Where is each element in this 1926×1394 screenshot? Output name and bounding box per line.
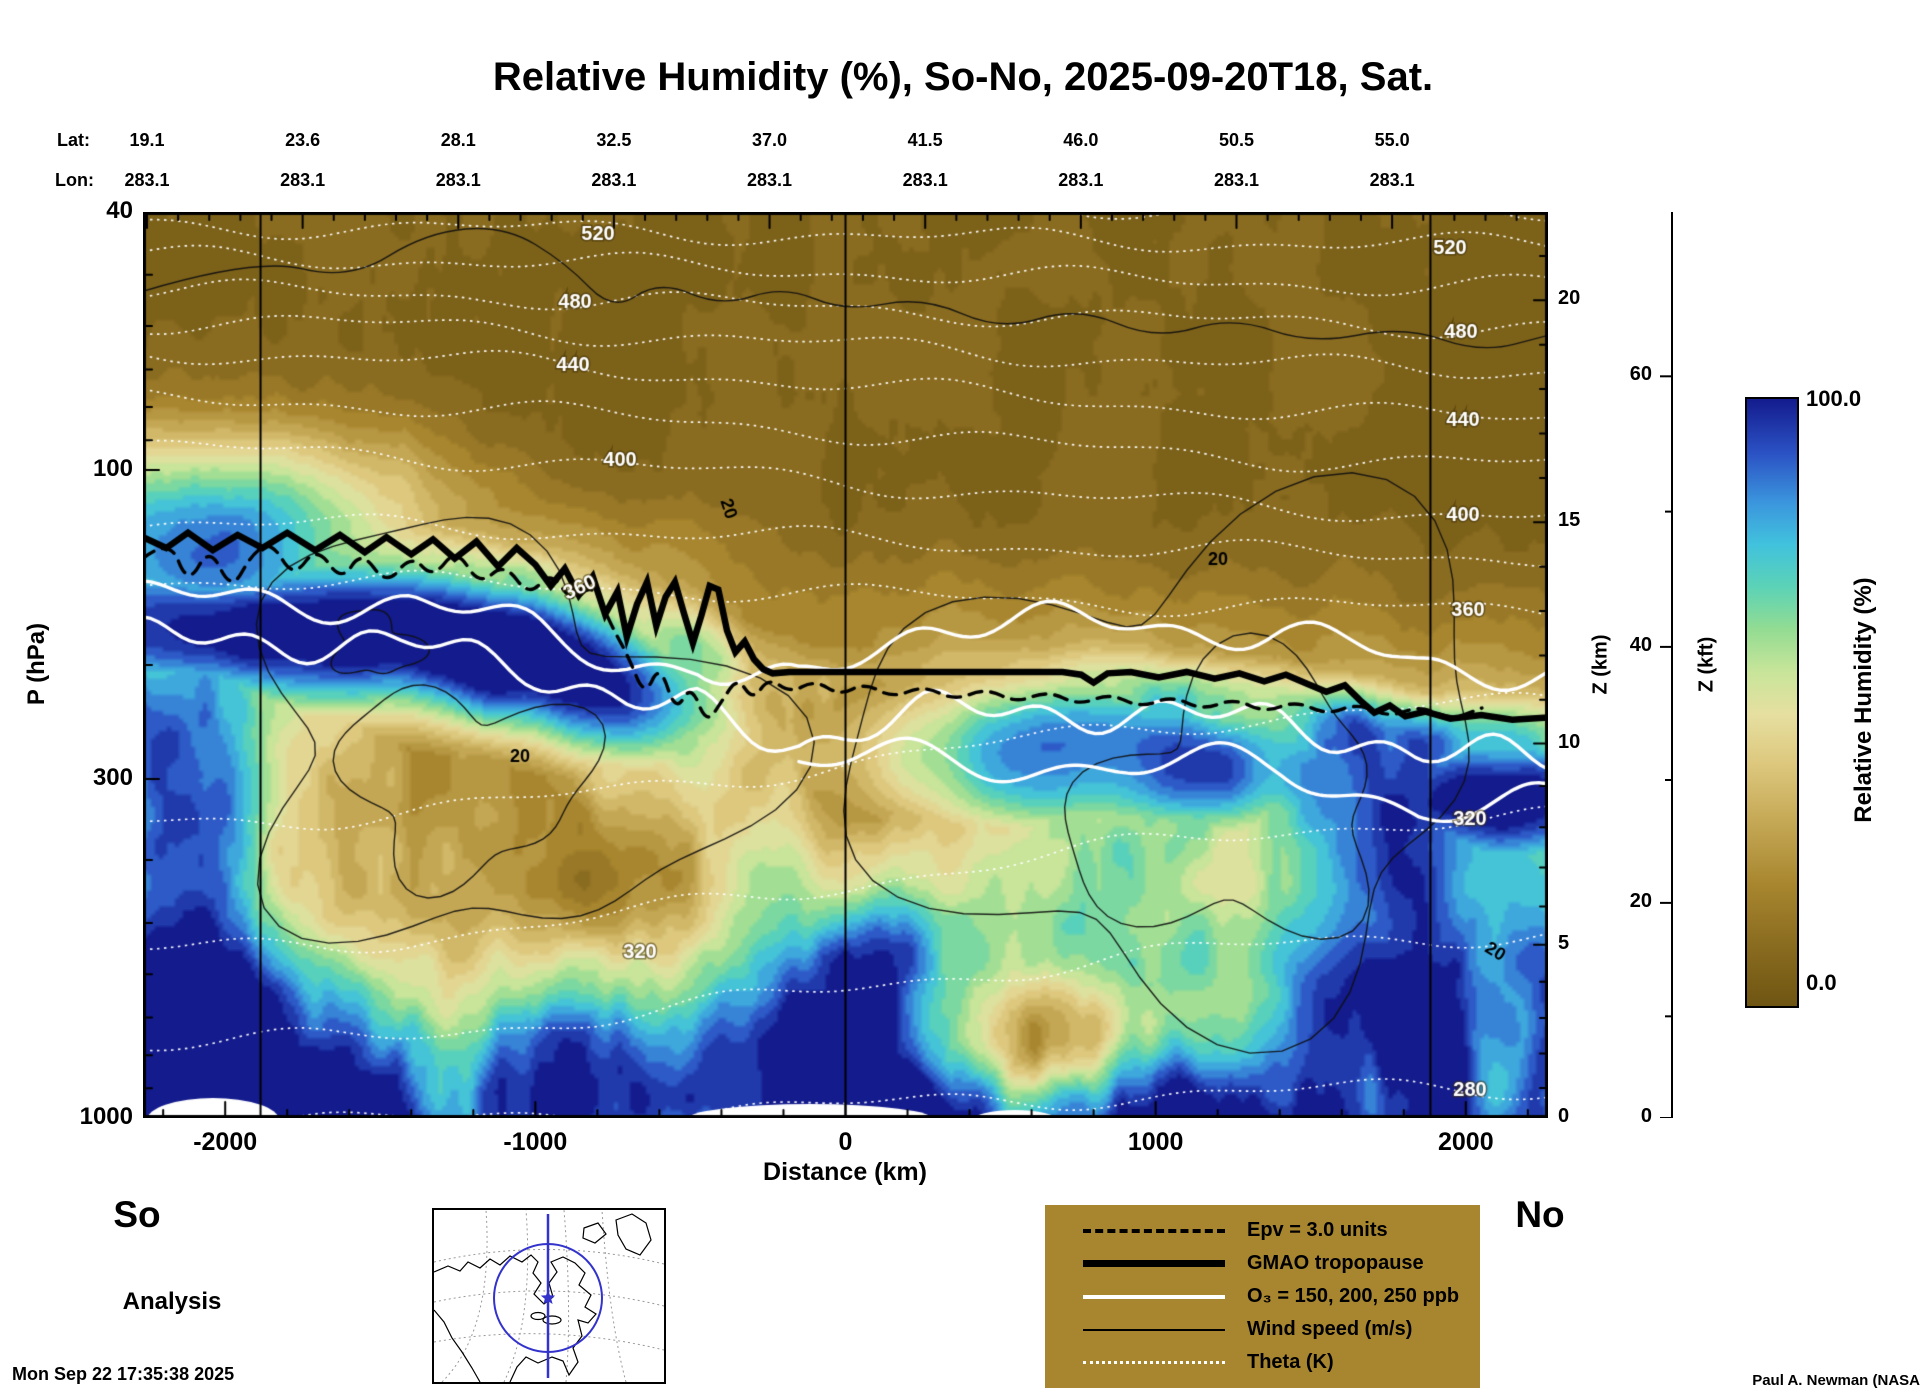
distance-tick-label: -1000 xyxy=(503,1128,568,1156)
legend-swatch-solid-white xyxy=(1083,1294,1225,1299)
zkft-axis xyxy=(1660,212,1673,1118)
inset-map xyxy=(432,1208,666,1384)
legend-item: Epv = 3.0 units xyxy=(1045,1214,1480,1247)
timestamp: Mon Sep 22 17:35:38 2025 xyxy=(12,1364,235,1384)
colorbar-title: Relative Humidity (%) xyxy=(1850,577,1877,823)
legend-item: GMAO tropopause xyxy=(1045,1247,1480,1280)
legend-swatch-thin-black xyxy=(1083,1328,1225,1331)
zkm-axis-title: Z (km) xyxy=(1589,634,1612,695)
zkm-tick-label: 10 xyxy=(1558,730,1581,753)
lat-value: 32.5 xyxy=(596,130,632,150)
endpoint-south-label: So xyxy=(113,1194,161,1235)
legend-swatch-thick-black xyxy=(1083,1260,1225,1267)
legend-item: O₃ = 150, 200, 250 ppb xyxy=(1045,1280,1480,1313)
endpoint-north-label: No xyxy=(1515,1194,1565,1235)
zkft-tick-label: 20 xyxy=(1629,889,1652,912)
map-center-star xyxy=(540,1290,556,1304)
lat-axis-prefix: Lat: xyxy=(57,130,90,150)
legend-item: Wind speed (m/s) xyxy=(1045,1313,1480,1346)
distance-axis-title: Distance (km) xyxy=(763,1158,927,1186)
lon-value: 283.1 xyxy=(1213,170,1259,190)
lat-value: 41.5 xyxy=(907,130,943,150)
map-coastline xyxy=(434,1213,652,1382)
page-title: Relative Humidity (%), So-No, 2025-09-20… xyxy=(492,55,1434,99)
lon-value: 283.1 xyxy=(124,170,170,190)
lon-axis-prefix: Lon: xyxy=(55,170,94,190)
distance-tick-label: 0 xyxy=(838,1128,853,1156)
legend: Epv = 3.0 units GMAO tropopause O₃ = 150, … xyxy=(1045,1205,1480,1388)
legend-label: Theta (K) xyxy=(1247,1351,1334,1373)
pressure-tick-label: 100 xyxy=(92,454,133,482)
lat-value: 55.0 xyxy=(1374,130,1410,150)
lat-value: 23.6 xyxy=(285,130,321,150)
zkft-axis-title: Z (kft) xyxy=(1695,636,1718,693)
pressure-tick-label: 40 xyxy=(106,197,133,224)
lat-value: 37.0 xyxy=(752,130,788,150)
colorbar-min-label: 0.0 xyxy=(1806,970,1837,995)
analysis-label: Analysis xyxy=(122,1288,222,1315)
distance-tick-label: 2000 xyxy=(1437,1128,1494,1156)
pressure-axis-title: P (hPa) xyxy=(23,622,50,706)
zkm-tick-label: 5 xyxy=(1558,931,1570,954)
lon-value: 283.1 xyxy=(902,170,948,190)
lat-value: 50.5 xyxy=(1218,130,1254,150)
legend-label: Wind speed (m/s) xyxy=(1247,1318,1413,1340)
distance-tick-label: -2000 xyxy=(193,1128,258,1156)
zkm-tick-label: 0 xyxy=(1558,1105,1570,1127)
legend-label: Epv = 3.0 units xyxy=(1247,1219,1388,1241)
zkm-tick-label: 20 xyxy=(1558,287,1581,310)
distance-tick-label: 1000 xyxy=(1127,1128,1184,1156)
pressure-tick-label: 300 xyxy=(92,764,133,792)
lon-value: 283.1 xyxy=(1369,170,1415,190)
lon-value: 283.1 xyxy=(435,170,481,190)
zkft-tick-label: 40 xyxy=(1629,633,1652,656)
zkm-tick-label: 15 xyxy=(1558,509,1581,532)
legend-label: GMAO tropopause xyxy=(1247,1252,1424,1274)
colorbar-max-label: 100.0 xyxy=(1806,386,1862,411)
lon-value: 283.1 xyxy=(591,170,637,190)
legend-swatch-dotted-white xyxy=(1083,1361,1225,1364)
lon-value: 283.1 xyxy=(280,170,326,190)
zkft-tick-label: 60 xyxy=(1629,363,1652,386)
lat-value: 19.1 xyxy=(129,130,165,150)
lon-value: 283.1 xyxy=(747,170,793,190)
legend-label: O₃ = 150, 200, 250 ppb xyxy=(1247,1285,1460,1307)
cross-section-plot xyxy=(143,212,1548,1118)
legend-item: Theta (K) xyxy=(1045,1346,1480,1379)
zkft-tick-label: 0 xyxy=(1640,1105,1652,1127)
colorbar xyxy=(1745,397,1799,1008)
lat-value: 28.1 xyxy=(440,130,476,150)
credit: Paul A. Newman (NASA xyxy=(1752,1372,1920,1389)
pressure-tick-label: 1000 xyxy=(79,1103,133,1130)
lon-value: 283.1 xyxy=(1058,170,1104,190)
lat-value: 46.0 xyxy=(1063,130,1099,150)
legend-swatch-dashed-black xyxy=(1083,1228,1225,1233)
